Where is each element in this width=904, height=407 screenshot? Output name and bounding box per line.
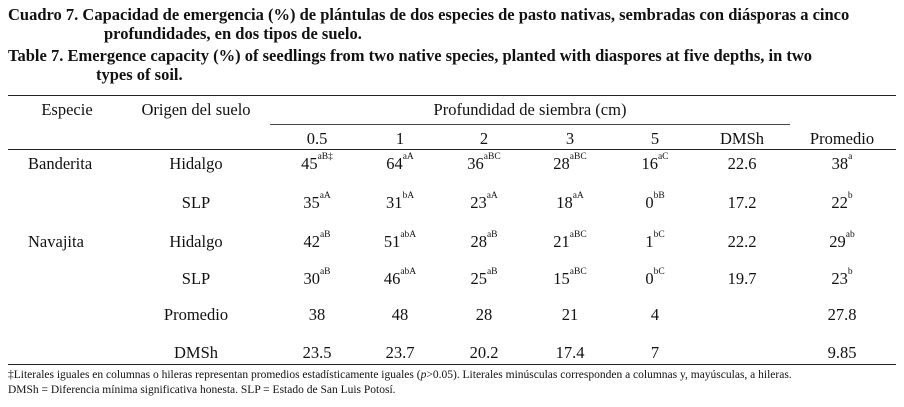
footnote-p: p [420,369,427,381]
value-cell: 21aBC [553,230,587,251]
promedio-cell: 23b [831,267,853,288]
value-cell: 18aA [556,191,584,212]
species-cell: Banderita [28,154,93,173]
header-depth: 2 [479,129,489,148]
value-cell: 23.5 [302,343,332,362]
header-depth: 0.5 [306,129,328,148]
value-cell: 25aB [470,267,498,288]
promedio-cell: 29ab [829,230,855,251]
dmsh-cell: 19.7 [727,269,757,288]
value-cell: 30aB [303,267,331,288]
value-cell: 20.2 [469,343,499,362]
dmsh-cell: 17.2 [727,193,757,212]
value-cell: 28 [475,305,493,324]
caption-es-line1: Cuadro 7. Capacidad de emergencia (%) de… [8,5,850,24]
value-cell: 64aA [386,152,414,173]
table-bottom-rule [8,364,896,365]
soil-origin-cell: Promedio [163,305,229,324]
header-depth: 3 [565,129,575,148]
value-cell: 38 [308,305,326,324]
promedio-cell: 9.85 [827,343,857,362]
dmsh-cell: 22.6 [727,154,757,173]
soil-origin-cell: DMSh [173,343,219,362]
species-cell: Navajita [28,232,84,251]
header-bottom-rule [8,149,896,150]
value-cell: 1bC [645,230,665,251]
value-cell: 36aBC [467,152,501,173]
footnote-line1-a: ‡Literales iguales en columnas o hileras… [8,369,421,381]
header-depth: 5 [650,129,660,148]
table-top-rule [8,95,896,96]
value-cell: 23.7 [385,343,415,362]
value-cell: 0bB [645,191,665,212]
table-caption-en: Table 7. Emergence capacity (%) of seedl… [8,46,812,84]
value-cell: 4 [650,305,660,324]
value-cell: 48 [391,305,409,324]
value-cell: 17.4 [555,343,585,362]
caption-en-line1: Table 7. Emergence capacity (%) of seedl… [8,46,813,65]
soil-origin-cell: SLP [181,269,211,288]
value-cell: 7 [650,343,660,362]
value-cell: 46abA [383,267,417,288]
value-cell: 31bA [385,191,415,212]
promedio-cell: 22b [831,191,853,212]
value-cell: 23aA [470,191,498,212]
value-cell: 0bC [645,267,665,288]
value-cell: 35aA [303,191,331,212]
subheader-rule [270,124,790,125]
value-cell: 51abA [383,230,417,251]
header-promedio: Promedio [809,129,875,148]
value-cell: 28aB [470,230,498,251]
table-caption-es: Cuadro 7. Capacidad de emergencia (%) de… [8,5,849,43]
soil-origin-cell: Hidalgo [169,154,223,173]
footnote-line1-b: >0.05). Literales minúsculas corresponde… [426,369,792,381]
value-cell: 28aBC [553,152,587,173]
value-cell: 45aB‡ [301,152,333,173]
value-cell: 15aBC [553,267,587,288]
promedio-cell: 38a [831,152,853,173]
header-profundidad: Profundidad de siembra (cm) [433,100,627,119]
value-cell: 16aC [641,152,669,173]
dmsh-cell: 22.2 [727,232,757,251]
header-origen-suelo: Origen del suelo [141,100,251,119]
soil-origin-cell: Hidalgo [169,232,223,251]
header-depth: 1 [395,129,405,148]
caption-en-line2: types of soil. [96,65,183,84]
promedio-cell: 27.8 [827,305,857,324]
caption-es-line2: profundidades, en dos tipos de suelo. [104,24,362,43]
footnote-line1: ‡Literales iguales en columnas o hileras… [8,368,792,382]
soil-origin-cell: SLP [181,193,211,212]
value-cell: 21 [561,305,579,324]
header-especie: Especie [41,100,93,119]
footnote-line2: DMSh = Diferencia mínima significativa h… [8,384,396,396]
value-cell: 42aB [303,230,331,251]
header-dmsh: DMSh [719,129,765,148]
